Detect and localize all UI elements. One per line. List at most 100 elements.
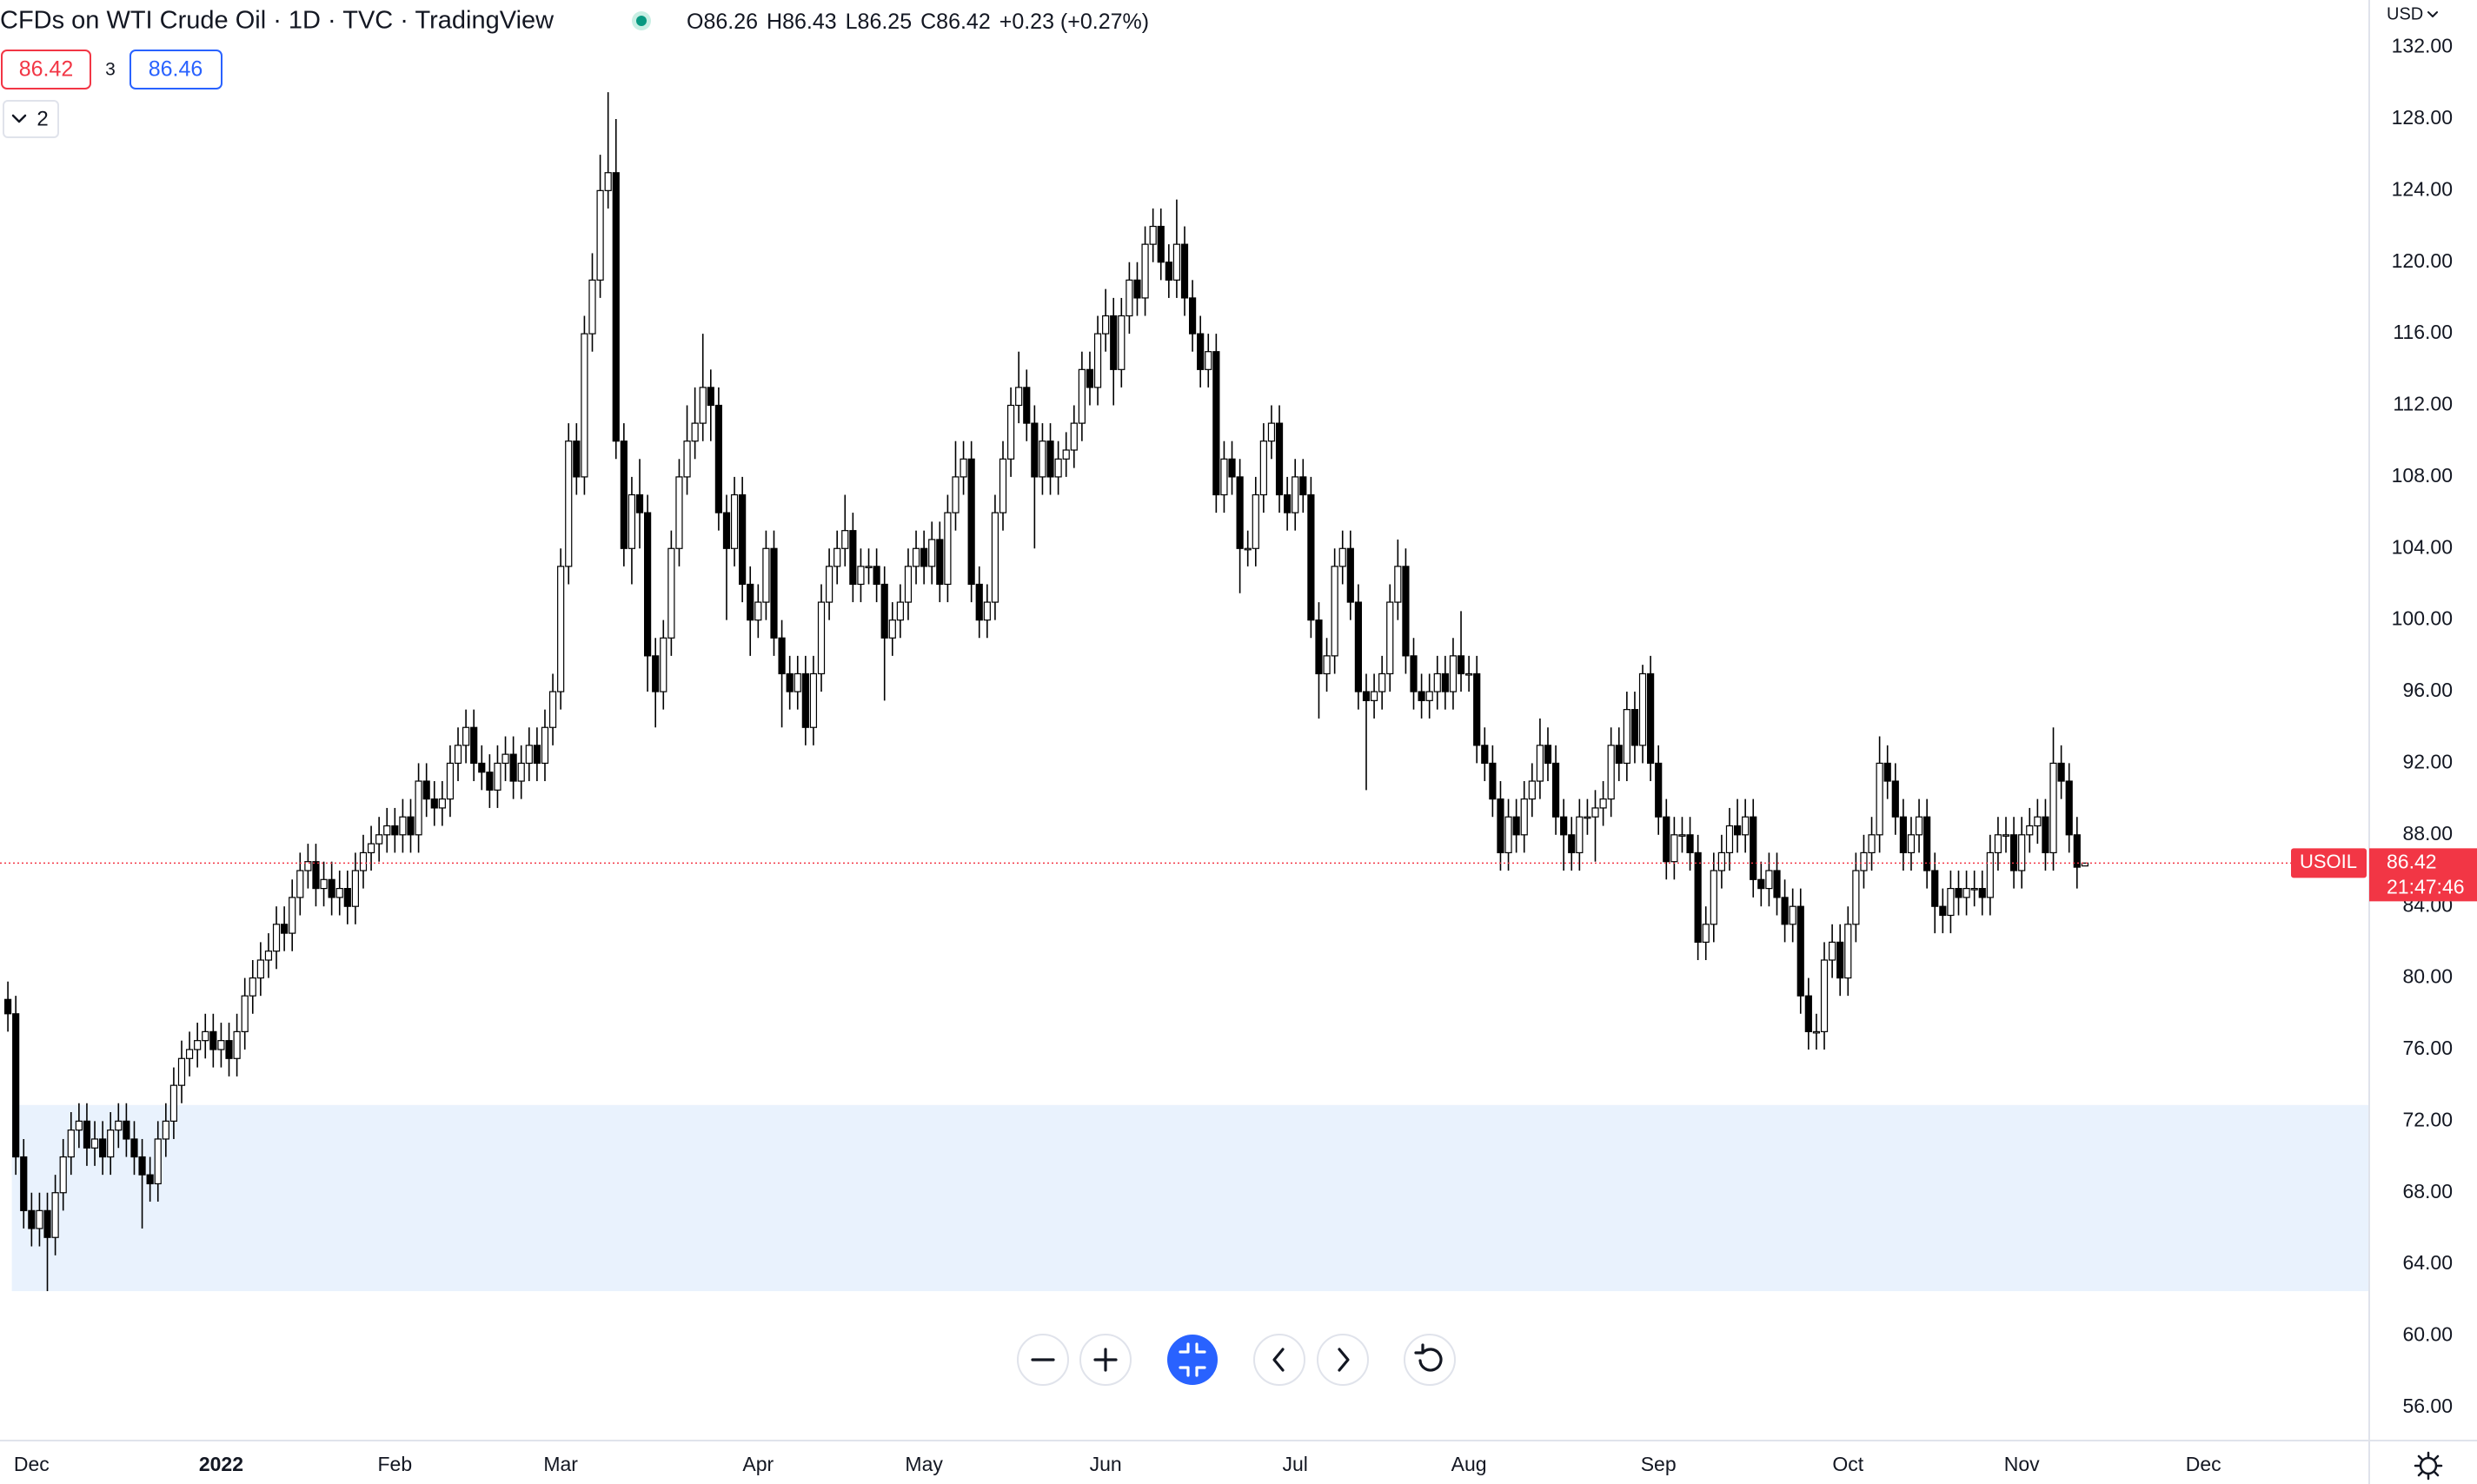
candle-body — [2018, 834, 2026, 871]
candle-body — [904, 566, 913, 603]
candle-body — [1694, 851, 1702, 943]
y-tick-label: 56.00 — [2402, 1395, 2453, 1417]
candle-body — [691, 422, 699, 442]
candle-body — [256, 959, 264, 979]
candle-body — [707, 387, 714, 407]
candle-body — [604, 172, 612, 191]
candle-body — [1172, 243, 1181, 281]
candle-body — [1220, 458, 1228, 496]
candle-body — [747, 583, 754, 621]
candle-body — [1023, 387, 1031, 424]
candle-body — [478, 762, 486, 773]
candle-body — [1394, 566, 1402, 603]
candle-body — [1299, 476, 1307, 496]
candle-body — [794, 672, 801, 692]
candle-body — [1796, 905, 1804, 997]
candle-body — [1647, 672, 1655, 765]
currency[interactable]: USD — [2387, 4, 2423, 23]
candle-body — [699, 387, 707, 424]
candle-body — [43, 1209, 51, 1238]
candle-body — [169, 1084, 178, 1122]
candle-body — [1433, 672, 1441, 692]
candle-body — [967, 458, 975, 586]
candle-body — [762, 547, 770, 603]
candle-body — [517, 762, 525, 782]
candle-body — [1962, 888, 1970, 898]
candle-body — [209, 1030, 217, 1050]
candle-body — [1133, 279, 1141, 299]
y-tick-label: 128.00 — [2392, 106, 2453, 129]
candle-body — [296, 870, 304, 898]
candle-body — [391, 825, 399, 836]
candle-body — [1315, 619, 1323, 675]
candle-body — [1670, 834, 1678, 863]
candle-body — [304, 861, 312, 871]
candle-body — [1765, 870, 1773, 890]
candle-body — [1520, 798, 1528, 836]
candle-body — [75, 1120, 83, 1131]
candle-body — [83, 1120, 91, 1149]
candle-body — [1386, 601, 1394, 675]
candle-body — [1497, 798, 1504, 854]
y-tick-label: 116.00 — [2393, 321, 2453, 343]
candle-body — [1836, 941, 1844, 979]
candle-body — [880, 583, 888, 639]
sell-price[interactable]: 86.42 — [19, 57, 74, 82]
candle-body — [635, 494, 644, 513]
ohlc-value: 86.42 — [936, 10, 991, 34]
reset-scale-button[interactable] — [1167, 1335, 1218, 1385]
candle-body — [494, 762, 501, 791]
candle-body — [1536, 745, 1544, 782]
candle-body — [983, 601, 991, 621]
sell-button[interactable] — [1, 50, 91, 89]
candle-body — [217, 1040, 225, 1050]
candle-body — [1267, 422, 1276, 442]
candle-body — [912, 547, 920, 567]
candle-body — [194, 1040, 202, 1050]
candle-body — [1678, 834, 1686, 837]
candle-body — [1994, 834, 2002, 854]
indicators-toggle[interactable] — [3, 100, 59, 138]
candle-body — [1157, 225, 1165, 263]
candle-body — [1844, 924, 1852, 979]
candle-body — [1829, 941, 1836, 961]
candle-body — [2065, 780, 2073, 836]
reset-icon — [1414, 1343, 1443, 1372]
candle-body — [644, 512, 652, 657]
candle-body — [652, 655, 660, 692]
candle-body — [407, 816, 415, 836]
candle-body — [588, 279, 596, 335]
candle-body — [454, 745, 462, 765]
candle-body — [581, 333, 588, 478]
candle-body — [991, 512, 999, 603]
candle-body — [1528, 780, 1536, 800]
candle-body — [739, 494, 747, 586]
candle-body — [809, 672, 818, 728]
candle-body — [115, 1120, 123, 1131]
indicators-count[interactable]: 2 — [37, 107, 48, 130]
candle-body — [1599, 798, 1607, 809]
candle-body — [1346, 547, 1354, 603]
y-tick-label: 92.00 — [2402, 751, 2453, 773]
candle-body — [1307, 494, 1315, 621]
candle-body — [888, 619, 896, 639]
y-tick-label: 120.00 — [2392, 249, 2453, 272]
candle-body — [801, 672, 809, 728]
candle-body — [952, 476, 960, 513]
candle-body — [1252, 494, 1259, 549]
candle-body — [1118, 315, 1126, 370]
candle-body — [1615, 745, 1623, 765]
x-tick-label: Dec — [2186, 1453, 2221, 1475]
scroll-right-button[interactable] — [1317, 1334, 1369, 1386]
buy-button[interactable] — [129, 50, 222, 89]
ohlc-label: H — [767, 10, 782, 34]
settings-button[interactable] — [2414, 1451, 2443, 1481]
candle-body — [185, 1049, 194, 1059]
x-tick-label: Sep — [1641, 1453, 1677, 1475]
buy-price[interactable]: 86.46 — [149, 57, 203, 82]
reset-button[interactable] — [1404, 1334, 1456, 1386]
x-tick-label: May — [905, 1453, 943, 1475]
scroll-left-button[interactable] — [1253, 1334, 1305, 1386]
x-tick-label: Oct — [1832, 1453, 1863, 1475]
candle-body — [36, 1209, 43, 1229]
